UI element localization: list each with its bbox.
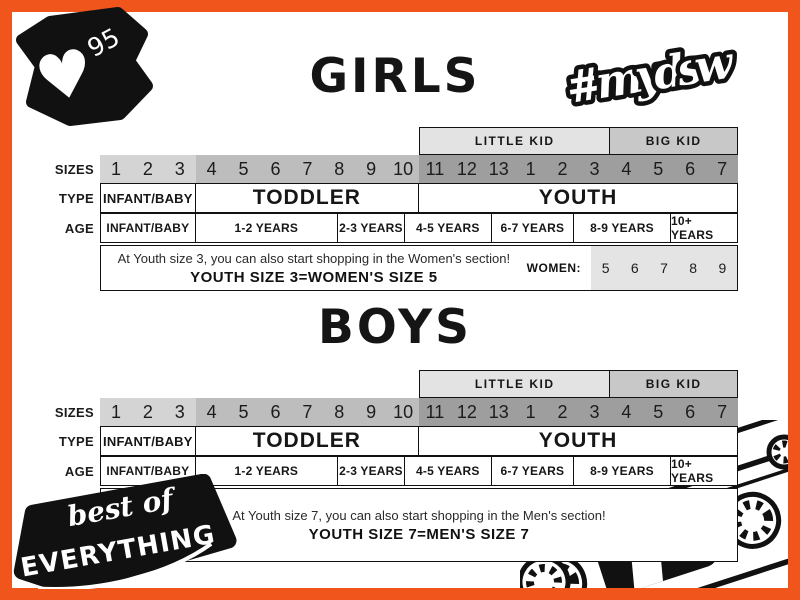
hashtag-mydsw-sticker: #mydsw bbox=[558, 33, 743, 119]
boys-kid-header-row: LITTLE KID BIG KID bbox=[30, 370, 738, 398]
women-size-cell: 6 bbox=[630, 260, 639, 276]
girls-section-title: GIRLS bbox=[309, 49, 481, 104]
boys-type-row: TYPE INFANT/BABY TODDLER YOUTH bbox=[30, 426, 738, 456]
size-cell: 7 bbox=[302, 401, 313, 422]
size-cell: 5 bbox=[238, 158, 249, 179]
age-cell: 6-7 YEARS bbox=[491, 213, 574, 243]
girls-note-line1: At Youth size 3, you can also start shop… bbox=[117, 250, 511, 266]
women-label: WOMEN: bbox=[526, 261, 581, 275]
size-cell: 3 bbox=[174, 401, 185, 422]
women-sizes-box: 5 6 7 8 9 bbox=[591, 246, 737, 290]
size-cell: 12 bbox=[456, 158, 477, 179]
girls-age-label: AGE bbox=[64, 220, 94, 236]
girls-type-infant: INFANT/BABY bbox=[100, 183, 196, 213]
women-size-cell: 7 bbox=[660, 260, 668, 276]
age-cell: 2-3 YEARS bbox=[337, 213, 405, 243]
size-cell: 12 bbox=[456, 401, 477, 422]
size-cell: 9 bbox=[366, 401, 377, 422]
badge-blob bbox=[16, 7, 153, 126]
boys-type-toddler: TODDLER bbox=[195, 426, 419, 456]
size-cell: 7 bbox=[717, 158, 728, 179]
size-cell: 2 bbox=[557, 158, 568, 179]
size-cell: 8 bbox=[334, 158, 345, 179]
age-cell: 10+ YEARS bbox=[670, 456, 738, 486]
age-cell: 1-2 YEARS bbox=[195, 456, 338, 486]
size-cell: 13 bbox=[488, 401, 509, 422]
boys-type-youth: YOUTH bbox=[418, 426, 738, 456]
sticker-blob bbox=[13, 474, 237, 589]
best-of-everything-sticker: best of EVERYTHING bbox=[13, 474, 237, 589]
women-size-cell: 5 bbox=[601, 260, 610, 276]
size-cell: 8 bbox=[334, 401, 345, 422]
underline-swoosh bbox=[37, 542, 213, 589]
size-cell: 4 bbox=[206, 158, 217, 179]
size-cell: 9 bbox=[366, 158, 377, 179]
size-cell: 7 bbox=[302, 158, 313, 179]
age-cell: 8-9 YEARS bbox=[574, 213, 671, 243]
women-size-cell: 8 bbox=[689, 260, 698, 276]
size-cell: 1 bbox=[525, 401, 536, 422]
women-size-cell: 9 bbox=[718, 260, 727, 276]
size-cell: 4 bbox=[621, 401, 632, 422]
size-cell: 6 bbox=[685, 401, 696, 422]
age-cell: 1-2 YEARS bbox=[195, 213, 338, 243]
boys-type-label: TYPE bbox=[58, 433, 94, 449]
size-cell: 6 bbox=[270, 158, 281, 179]
girls-type-row: TYPE INFANT/BABY TODDLER YOUTH bbox=[30, 183, 738, 213]
size-cell: 3 bbox=[589, 401, 600, 422]
boys-little-kid-header: LITTLE KID bbox=[419, 370, 611, 398]
likes-badge-sticker: ♥ 95 bbox=[16, 7, 153, 126]
size-cell: 1 bbox=[110, 401, 121, 422]
size-cell: 7 bbox=[717, 401, 728, 422]
boys-note-line2: YOUTH SIZE 7=MEN'S SIZE 7 bbox=[308, 525, 530, 543]
girls-type-toddler: TODDLER bbox=[195, 183, 419, 213]
girls-sizes-label: SIZES bbox=[54, 161, 94, 177]
age-cell: 10+ YEARS bbox=[670, 213, 738, 243]
size-cell: 5 bbox=[653, 158, 664, 179]
size-cell: 6 bbox=[685, 158, 696, 179]
size-cell: 3 bbox=[589, 158, 600, 179]
size-cell: 4 bbox=[206, 401, 217, 422]
age-cell: 4-5 YEARS bbox=[404, 213, 492, 243]
size-cell: 10 bbox=[393, 158, 414, 179]
size-cell: 5 bbox=[653, 401, 664, 422]
size-cell: 1 bbox=[525, 158, 536, 179]
girls-type-label: TYPE bbox=[58, 190, 94, 206]
girls-type-youth: YOUTH bbox=[418, 183, 738, 213]
size-cell: 2 bbox=[142, 401, 153, 422]
girls-age-row: AGE INFANT/BABY 1-2 YEARS 2-3 YEARS 4-5 … bbox=[30, 213, 738, 243]
size-cell: 4 bbox=[621, 158, 632, 179]
girls-note-line2: YOUTH SIZE 3=WOMEN'S SIZE 5 bbox=[190, 268, 438, 286]
boys-section-title: BOYS bbox=[318, 300, 472, 355]
size-cell: 11 bbox=[425, 401, 445, 422]
age-cell: 2-3 YEARS bbox=[337, 456, 405, 486]
age-cell: INFANT/BABY bbox=[100, 213, 196, 243]
girls-little-kid-header: LITTLE KID bbox=[419, 127, 611, 155]
size-cell: 3 bbox=[174, 158, 185, 179]
age-cell: 4-5 YEARS bbox=[404, 456, 492, 486]
size-cell: 1 bbox=[110, 158, 121, 179]
girls-big-kid-header: BIG KID bbox=[610, 127, 738, 155]
girls-note-row: At Youth size 3, you can also start shop… bbox=[30, 245, 738, 291]
boys-note-line1: At Youth size 7, you can also start shop… bbox=[232, 507, 606, 523]
boys-big-kid-header: BIG KID bbox=[610, 370, 738, 398]
boys-age-label: AGE bbox=[64, 463, 94, 479]
boys-type-infant: INFANT/BABY bbox=[100, 426, 196, 456]
age-cell: 8-9 YEARS bbox=[574, 456, 671, 486]
girls-kid-header-row: LITTLE KID BIG KID bbox=[30, 127, 738, 155]
boys-sizes-label: SIZES bbox=[54, 404, 94, 420]
age-cell: 6-7 YEARS bbox=[491, 456, 574, 486]
size-cell: 10 bbox=[393, 401, 414, 422]
size-cell: 5 bbox=[238, 401, 249, 422]
size-cell: 11 bbox=[425, 158, 445, 179]
size-cell: 6 bbox=[270, 401, 281, 422]
size-cell: 13 bbox=[488, 158, 509, 179]
size-cell: 2 bbox=[142, 158, 153, 179]
size-cell: 2 bbox=[557, 401, 568, 422]
